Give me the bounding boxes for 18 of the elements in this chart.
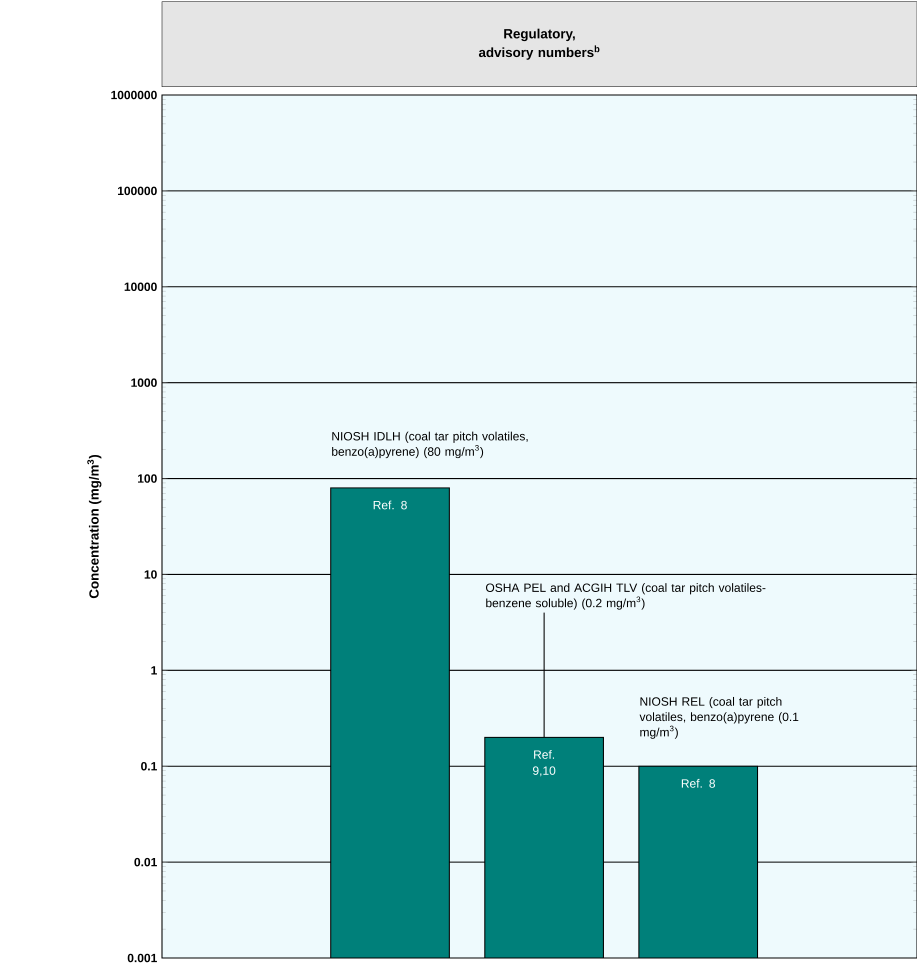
y-tick-label: 1 [151,666,157,674]
y-tick-label: 0.001 [128,954,157,962]
y-tick-label: 10000 [124,282,157,292]
y-tick-label: 0.01 [134,858,157,866]
chart-title: Regulatory, advisory numbers$^{b}$ [478,28,600,60]
x-tick-label: Ref. 8 [374,500,407,510]
y-tick-label: 100 [138,474,157,483]
y-tick-label: 1000000 [111,90,157,100]
y-tick-label: 0.1 [141,762,157,770]
annotation: OSHA PEL and ACGIH TLV (coal tar pitch volatiles-benzene soluble) (0.2 mg/m$^{3}$) [486,583,766,610]
y-axis-title: Concentration (mg/m$^{3}$) [87,454,102,598]
y-tick-label: 10 [144,570,157,579]
annotation: NIOSH REL (coal tar pitch volatiles, benzo(a)pyrene (0.1 mg/m$^{3}$) [640,696,798,739]
x-tick-label: Ref. 8 [682,778,716,788]
annotation: NIOSH IDLH (coal tar pitch volatiles, benzo(a)pyrene) (80 mg/m$^{3}$) [332,432,528,458]
y-tick-label: 1000 [131,378,157,387]
x-tick-label: Ref. 9,10 [533,750,556,776]
y-tick-label: 100000 [118,186,157,196]
